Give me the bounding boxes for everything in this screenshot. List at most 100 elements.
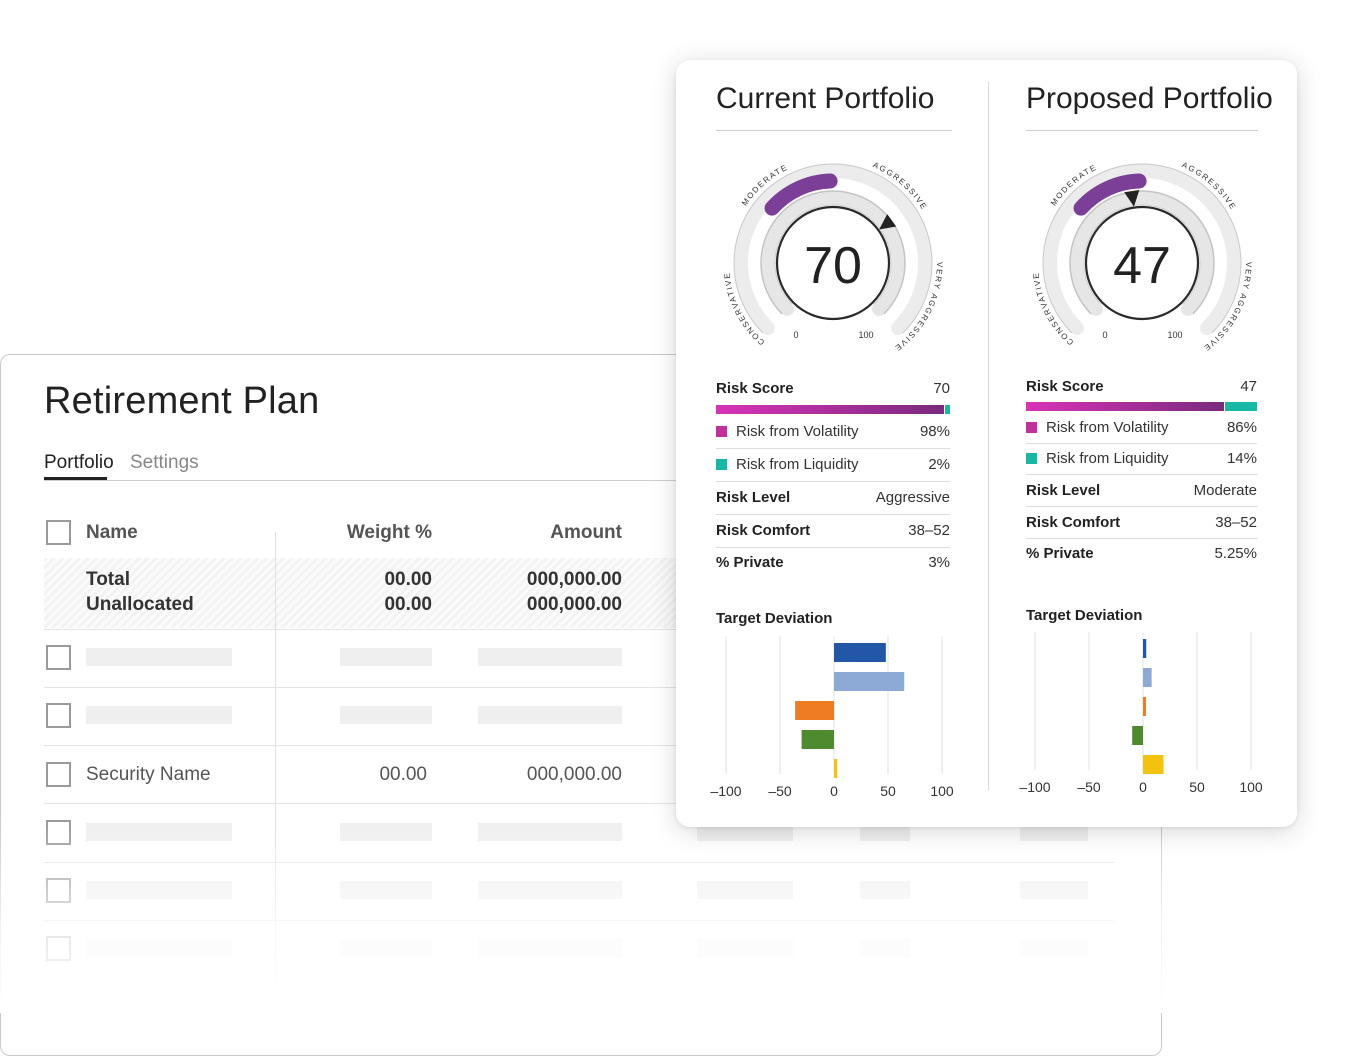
proposed-risk-level-label: Risk Level bbox=[1026, 482, 1101, 499]
row-divider bbox=[44, 687, 1114, 688]
security-name[interactable]: Security Name bbox=[86, 764, 211, 785]
row-checkbox[interactable] bbox=[46, 878, 71, 903]
select-all-checkbox[interactable] bbox=[46, 520, 71, 545]
current-risk-score-value: 70 bbox=[933, 380, 950, 397]
current-private-label: % Private bbox=[716, 554, 784, 571]
row-divider bbox=[44, 862, 1114, 863]
gauge-outer-edge bbox=[733, 163, 933, 334]
proposed-private-value: 5.25% bbox=[1214, 545, 1257, 562]
gauge-pointer-icon bbox=[1124, 190, 1140, 207]
total-amount: 000,000.00 bbox=[526, 569, 622, 590]
tab-settings[interactable]: Settings bbox=[130, 452, 199, 473]
proposed-liquidity-value: 14% bbox=[1226, 450, 1257, 467]
current-risk-level-label: Risk Level bbox=[716, 489, 791, 506]
x-tick-label: 0 bbox=[1139, 779, 1147, 795]
gauge-min-label: 0 bbox=[1102, 330, 1107, 340]
deviation-bar bbox=[1143, 697, 1146, 716]
placeholder-name bbox=[86, 881, 232, 899]
placeholder-name bbox=[86, 706, 232, 724]
gauge-score: 70 bbox=[804, 237, 862, 295]
stat-rule bbox=[1026, 506, 1257, 507]
stat-rule bbox=[716, 547, 950, 548]
deviation-bar bbox=[1143, 755, 1164, 774]
proposed-target-deviation-title: Target Deviation bbox=[1026, 607, 1143, 624]
volatility-swatch-icon bbox=[716, 426, 727, 437]
deviation-bar bbox=[1132, 726, 1143, 745]
stat-rule bbox=[1026, 443, 1257, 444]
placeholder-name bbox=[86, 939, 232, 957]
gauge-outer-track bbox=[734, 164, 932, 336]
gauge-score: 47 bbox=[1113, 237, 1171, 295]
placeholder-weight bbox=[340, 648, 432, 666]
placeholder-weight bbox=[340, 823, 432, 841]
current-liquidity-label: Risk from Liquidity bbox=[736, 456, 859, 473]
tab-portfolio[interactable]: Portfolio bbox=[44, 452, 114, 473]
current-risk-comfort-label: Risk Comfort bbox=[716, 522, 811, 539]
column-header-amount[interactable]: Amount bbox=[550, 522, 622, 543]
current-target-deviation-chart: –100 –50 0 50 100 bbox=[710, 636, 954, 799]
page-title: Retirement Plan bbox=[44, 380, 320, 422]
placeholder-cell bbox=[1020, 881, 1088, 899]
x-tick-label: –50 bbox=[768, 783, 792, 799]
security-amount: 000,000.00 bbox=[526, 764, 622, 785]
proposed-portfolio-title: Proposed Portfolio bbox=[1026, 82, 1273, 115]
x-tick-label: –100 bbox=[710, 783, 741, 799]
proposed-liquidity-label: Risk from Liquidity bbox=[1046, 450, 1169, 467]
title-rule bbox=[716, 130, 952, 131]
row-checkbox[interactable] bbox=[46, 703, 71, 728]
placeholder-weight bbox=[340, 939, 432, 957]
total-weight: 00.00 bbox=[384, 569, 432, 590]
row-divider bbox=[44, 920, 1114, 921]
placeholder-amount bbox=[478, 939, 622, 957]
gauge-comfort-band bbox=[764, 173, 838, 216]
row-divider bbox=[44, 803, 1114, 804]
column-header-weight[interactable]: Weight % bbox=[346, 522, 432, 543]
liquidity-swatch-icon bbox=[1026, 453, 1037, 464]
gauge-pointer-icon bbox=[879, 214, 897, 230]
total-label: Total bbox=[86, 569, 130, 590]
security-row-checkbox[interactable] bbox=[46, 762, 71, 787]
deviation-bar bbox=[795, 701, 834, 720]
title-rule bbox=[1026, 130, 1258, 131]
x-tick-label: 0 bbox=[830, 783, 838, 799]
liquidity-segment bbox=[945, 405, 950, 414]
security-weight: 00.00 bbox=[379, 764, 427, 785]
proposed-risk-level-value: Moderate bbox=[1193, 482, 1257, 499]
current-private-value: 3% bbox=[928, 554, 950, 571]
stat-rule bbox=[716, 514, 950, 515]
gauge-outer-track bbox=[1043, 164, 1241, 336]
proposed-target-deviation-chart: –100 –50 0 50 100 bbox=[1019, 632, 1263, 795]
gauge-inner-edge bbox=[774, 204, 892, 305]
deviation-bar bbox=[1143, 639, 1147, 658]
stat-rule bbox=[716, 481, 950, 482]
row-checkbox[interactable] bbox=[46, 820, 71, 845]
gauge-inner-edge bbox=[1083, 204, 1201, 305]
placeholder-amount bbox=[478, 706, 622, 724]
placeholder-cell bbox=[697, 939, 793, 957]
gauge-comfort-band bbox=[1073, 173, 1147, 216]
x-tick-label: –100 bbox=[1019, 779, 1050, 795]
x-tick-label: –50 bbox=[1077, 779, 1101, 795]
proposed-risk-score-value: 47 bbox=[1240, 378, 1257, 395]
x-tick-label: 100 bbox=[930, 783, 954, 799]
stat-rule bbox=[1026, 538, 1257, 539]
deviation-bar bbox=[834, 672, 905, 691]
x-tick-label: 50 bbox=[1189, 779, 1205, 795]
gauge-outer-edge bbox=[1042, 163, 1242, 334]
gauge-inner-edge bbox=[760, 190, 906, 315]
tabs-divider bbox=[44, 480, 1154, 481]
current-portfolio-title: Current Portfolio bbox=[716, 82, 935, 115]
row-checkbox[interactable] bbox=[46, 936, 71, 961]
active-tab-indicator bbox=[44, 477, 107, 481]
gauge-inner-edge bbox=[1069, 190, 1215, 315]
row-divider bbox=[44, 745, 1114, 746]
gauge-inner-track bbox=[761, 191, 905, 316]
column-header-name[interactable]: Name bbox=[86, 522, 138, 543]
volatility-swatch-icon bbox=[1026, 422, 1037, 433]
row-checkbox[interactable] bbox=[46, 645, 71, 670]
placeholder-amount bbox=[478, 823, 622, 841]
gauge-max-label: 100 bbox=[1167, 330, 1182, 340]
panel-divider bbox=[988, 82, 989, 790]
